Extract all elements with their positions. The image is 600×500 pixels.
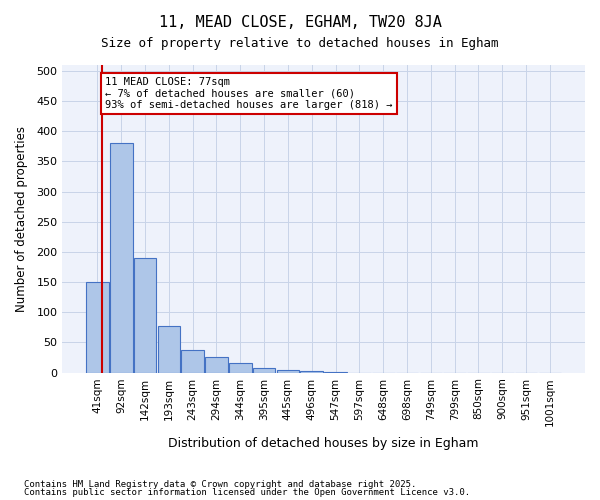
Bar: [277, 370, 299, 372]
Bar: [205, 358, 228, 372]
Text: Contains HM Land Registry data © Crown copyright and database right 2025.: Contains HM Land Registry data © Crown c…: [24, 480, 416, 489]
Text: Size of property relative to detached houses in Egham: Size of property relative to detached ho…: [101, 38, 499, 51]
Bar: [110, 144, 133, 372]
Bar: [134, 258, 157, 372]
X-axis label: Distribution of detached houses by size in Egham: Distribution of detached houses by size …: [169, 437, 479, 450]
Bar: [86, 282, 109, 372]
Bar: [253, 368, 275, 372]
Bar: [158, 326, 180, 372]
Text: 11 MEAD CLOSE: 77sqm
← 7% of detached houses are smaller (60)
93% of semi-detach: 11 MEAD CLOSE: 77sqm ← 7% of detached ho…: [105, 77, 392, 110]
Bar: [229, 364, 251, 372]
Text: Contains public sector information licensed under the Open Government Licence v3: Contains public sector information licen…: [24, 488, 470, 497]
Bar: [181, 350, 204, 372]
Text: 11, MEAD CLOSE, EGHAM, TW20 8JA: 11, MEAD CLOSE, EGHAM, TW20 8JA: [158, 15, 442, 30]
Y-axis label: Number of detached properties: Number of detached properties: [15, 126, 28, 312]
